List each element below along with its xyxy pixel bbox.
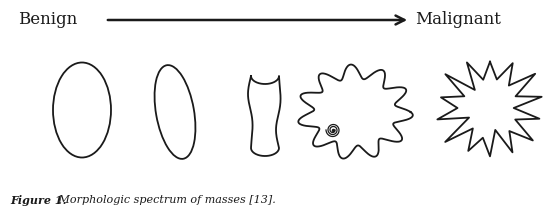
Ellipse shape [155,65,196,159]
Text: Malignant: Malignant [415,11,501,29]
Text: Morphologic spectrum of masses [13].: Morphologic spectrum of masses [13]. [55,195,276,205]
Text: Benign: Benign [18,11,77,29]
Text: Figure 1.: Figure 1. [10,195,66,206]
Ellipse shape [53,63,111,158]
